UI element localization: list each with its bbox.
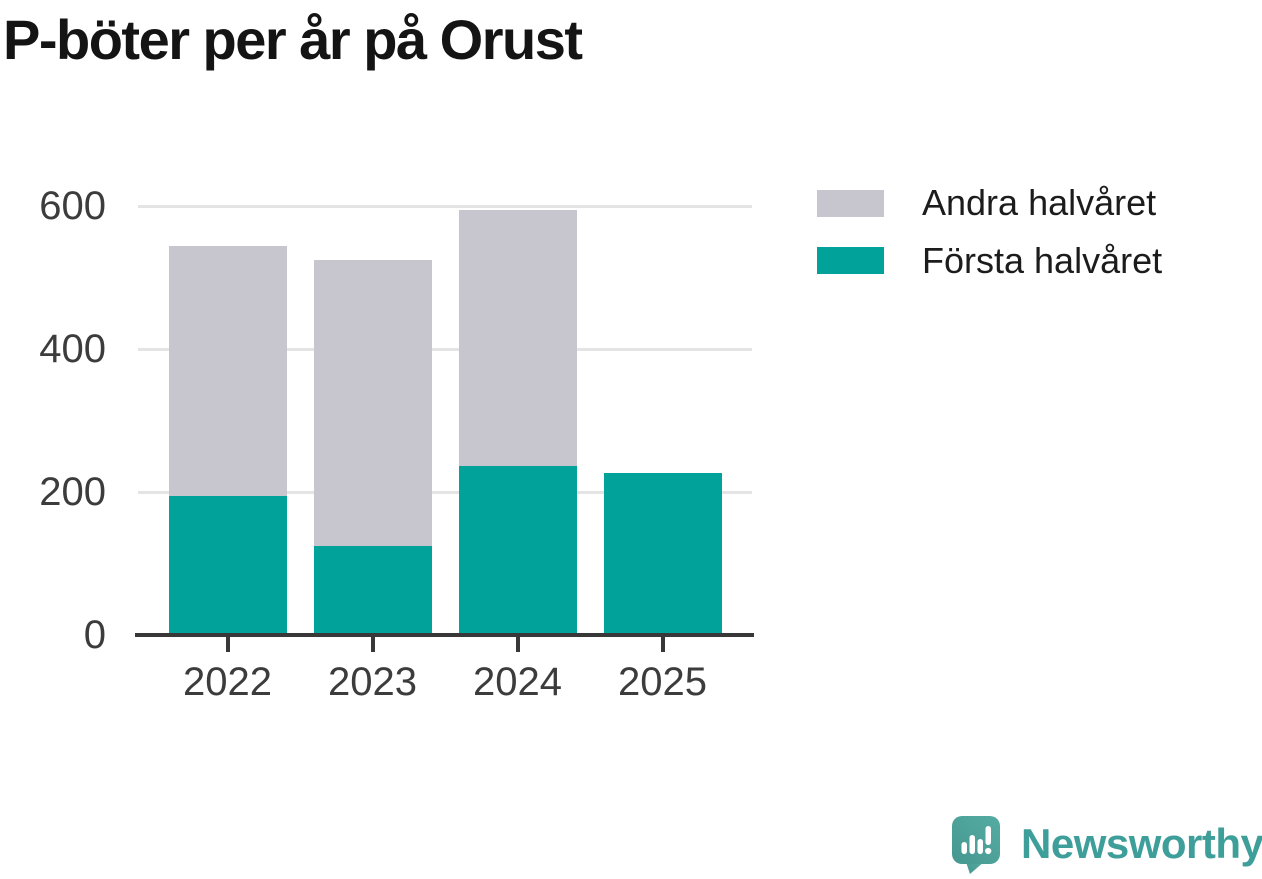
x-tick-2022 — [225, 637, 230, 652]
bar-2022-andra — [168, 246, 287, 496]
x-tick-2024 — [515, 637, 520, 652]
bar-2024-forsta — [458, 466, 577, 635]
chart-title: P-böter per år på Orust — [3, 8, 583, 71]
x-tick-label-2022: 2022 — [183, 660, 272, 704]
y-tick-label-0: 0 — [83, 613, 106, 657]
legend-item-andra-halvaret: Andra halvåret — [817, 185, 1156, 221]
legend-swatch — [817, 247, 884, 274]
x-tick-2025 — [660, 637, 665, 652]
bar-2022-forsta — [168, 495, 287, 635]
y-tick-label-200: 200 — [39, 470, 106, 514]
x-tick-label-2024: 2024 — [473, 660, 562, 704]
y-tick-label-600: 600 — [39, 184, 106, 228]
bar-2023-forsta — [313, 545, 432, 635]
x-tick-label-2023: 2023 — [328, 660, 417, 704]
x-axis-line — [135, 633, 754, 637]
y-tick-label-400: 400 — [39, 327, 106, 371]
legend-label: Första halvåret — [922, 239, 1163, 281]
legend-item-forsta-halvaret: Första halvåret — [817, 242, 1162, 278]
x-tick-2023 — [370, 637, 375, 652]
legend-label: Andra halvåret — [922, 182, 1157, 223]
gridline-600 — [138, 204, 752, 208]
plot-area — [138, 204, 752, 635]
newsworthy-logo-text: Newsworthy — [1021, 820, 1262, 867]
bar-2025-forsta — [603, 472, 722, 635]
legend-swatch — [817, 189, 884, 217]
gridline-200 — [138, 490, 752, 494]
newsworthy-logo-icon — [952, 816, 1000, 874]
x-tick-label-2025: 2025 — [618, 660, 707, 704]
bar-2023-andra — [313, 260, 432, 546]
bar-2024-andra — [458, 209, 577, 467]
gridline-400 — [138, 347, 752, 351]
newsworthy-logo: Newsworthy — [951, 815, 1262, 877]
